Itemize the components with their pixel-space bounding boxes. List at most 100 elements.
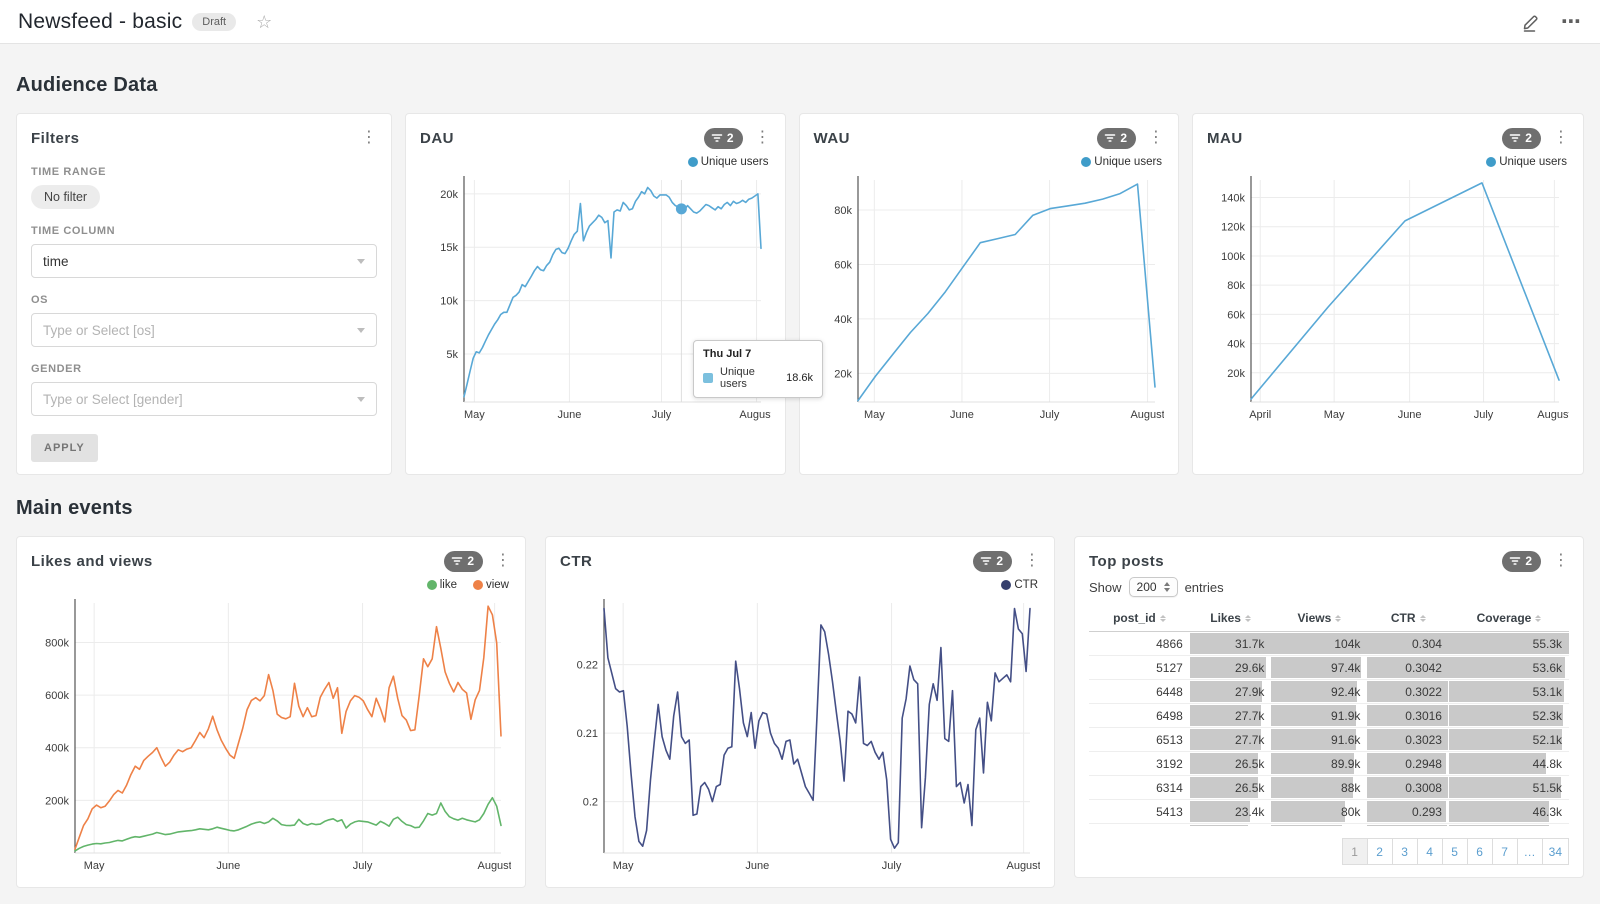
time-range-chip[interactable]: No filter (31, 185, 101, 209)
edit-pencil-icon[interactable] (1521, 12, 1541, 32)
column-header[interactable]: CTR (1367, 607, 1449, 632)
page-button[interactable]: 6 (1466, 838, 1493, 865)
table-cell: 0.3042 (1367, 656, 1449, 679)
kebab-menu-icon[interactable]: ⋮ (361, 129, 377, 146)
kebab-menu-icon[interactable]: ⋮ (1148, 129, 1165, 146)
table-cell: 55.3k (1448, 632, 1569, 655)
cell-data-bar (1448, 777, 1561, 798)
sort-icon (1244, 614, 1251, 622)
card-title: CTR (560, 552, 593, 570)
legend-item[interactable]: view (472, 579, 509, 591)
kebab-menu-icon[interactable]: ⋮ (495, 552, 511, 569)
svg-text:August: August (1006, 860, 1040, 872)
apply-button[interactable]: APPLY (31, 434, 98, 462)
svg-text:July: July (1039, 409, 1059, 421)
table-cell: 52.1k (1448, 728, 1569, 751)
page-button[interactable]: 5 (1441, 838, 1468, 865)
page-button[interactable]: 7 (1491, 838, 1518, 865)
time-column-select[interactable]: time (31, 244, 377, 278)
applied-filters-badge[interactable]: 2 (444, 550, 483, 572)
cell-data-bar (1271, 753, 1355, 774)
section-title-audience: Audience Data (16, 74, 158, 96)
filter-funnel-icon (711, 134, 723, 142)
legend-item[interactable]: like (426, 579, 457, 591)
favorite-star-icon[interactable]: ☆ (256, 11, 273, 32)
card-title: Likes and views (31, 552, 153, 570)
cell-data-bar (1271, 777, 1353, 798)
page-button[interactable]: 2 (1366, 838, 1393, 865)
legend-label: CTR (1014, 579, 1038, 591)
table-cell: 46.3k (1448, 800, 1569, 823)
mau-line-chart[interactable]: April May June July August 20k 40k 60k 80k 100k 12… (1207, 172, 1569, 424)
legend-label: Unique users (1094, 156, 1163, 168)
applied-filters-badge[interactable]: 2 (1502, 127, 1541, 149)
page-button[interactable]: 4 (1416, 838, 1443, 865)
kebab-menu-icon[interactable]: ⋮ (1553, 552, 1569, 569)
legend-item[interactable]: CTR (1001, 579, 1038, 591)
svg-text:August: August (477, 860, 511, 872)
cell-data-bar (1189, 633, 1272, 654)
likes-views-line-chart[interactable]: May June July August 200k 400k 600k 800k (31, 595, 511, 875)
cell-data-bar (1189, 753, 1258, 774)
table-cell: 26.5k (1189, 776, 1272, 799)
applied-filters-badge[interactable]: 2 (1502, 550, 1541, 572)
table-row: 516522.6k76.5k0.295445.9k (1089, 823, 1569, 826)
legend-label: like (439, 579, 457, 591)
legend-dot (426, 580, 437, 590)
gender-placeholder: Type or Select [gender] (43, 391, 183, 407)
svg-text:July: July (652, 409, 672, 421)
likes-views-chart-card: Likes and views 2 ⋮ like view May June Ju (16, 536, 526, 888)
table-cell: 0.3022 (1367, 680, 1449, 703)
dau-line-chart[interactable]: May June July August 5k 10k 15k 20k (420, 172, 771, 424)
cell-data-bar (1189, 801, 1250, 822)
svg-text:August: August (739, 409, 770, 421)
os-select[interactable]: Type or Select [os] (31, 313, 377, 347)
column-header[interactable]: Likes (1189, 607, 1272, 632)
applied-filters-badge[interactable]: 2 (973, 550, 1012, 572)
ctr-line-chart[interactable]: May June July August 0.2 0.21 0.22 (560, 595, 1040, 875)
kebab-menu-icon[interactable]: ⋮ (1024, 552, 1040, 569)
page-button[interactable]: 3 (1391, 838, 1418, 865)
filter-funnel-icon (1510, 557, 1521, 565)
filter-count: 2 (1525, 554, 1532, 568)
table-cell: 53.6k (1448, 656, 1569, 679)
pagination: 1 2 3 4 5 6 7… 34 (1089, 838, 1569, 865)
column-header[interactable]: Views (1271, 607, 1368, 632)
table-cell: 4866 (1156, 636, 1183, 651)
page-button[interactable]: 1 (1341, 838, 1368, 865)
svg-text:0.2: 0.2 (583, 797, 598, 809)
filter-count: 2 (467, 554, 474, 568)
applied-filters-badge[interactable]: 2 (1097, 127, 1137, 149)
more-menu-icon[interactable]: ⋯ (1561, 10, 1582, 33)
svg-text:10k: 10k (440, 296, 458, 308)
legend-item[interactable]: Unique users (687, 156, 769, 168)
table-header-row: post_id Likes Views CTR Coverage (1089, 607, 1569, 632)
svg-text:June: June (950, 409, 974, 421)
column-header[interactable]: Coverage (1448, 607, 1569, 632)
column-header[interactable]: post_id (1089, 607, 1190, 632)
svg-text:400k: 400k (45, 743, 69, 755)
gender-select[interactable]: Type or Select [gender] (31, 382, 377, 416)
cell-data-bar (1271, 825, 1343, 826)
table-cell: 5165 (1089, 824, 1190, 826)
kebab-menu-icon[interactable]: ⋮ (754, 129, 771, 146)
table-cell: 104k (1271, 632, 1368, 655)
card-title: WAU (813, 129, 851, 147)
chevron-down-icon (357, 396, 365, 402)
filter-funnel-icon (452, 557, 463, 565)
page-button[interactable]: … (1516, 838, 1543, 865)
chart-tooltip: Thu Jul 7 Unique users 18.6k (693, 340, 823, 398)
kebab-menu-icon[interactable]: ⋮ (1552, 129, 1569, 146)
svg-text:80k: 80k (834, 205, 852, 217)
filter-count: 2 (1525, 131, 1532, 145)
legend-item[interactable]: Unique users (1486, 156, 1567, 168)
wau-line-chart[interactable]: May June July August 20k 40k 60k 80k (814, 172, 1165, 424)
entries-count-select[interactable]: 200 (1128, 577, 1178, 597)
cell-data-bar (1271, 801, 1346, 822)
legend-item[interactable]: Unique users (1081, 156, 1162, 168)
table-cell: 44.8k (1448, 752, 1569, 775)
table-cell: 89.9k (1271, 752, 1367, 775)
page-button[interactable]: 34 (1541, 838, 1569, 865)
applied-filters-badge[interactable]: 2 (703, 127, 743, 149)
cell-data-bar (1367, 753, 1447, 774)
